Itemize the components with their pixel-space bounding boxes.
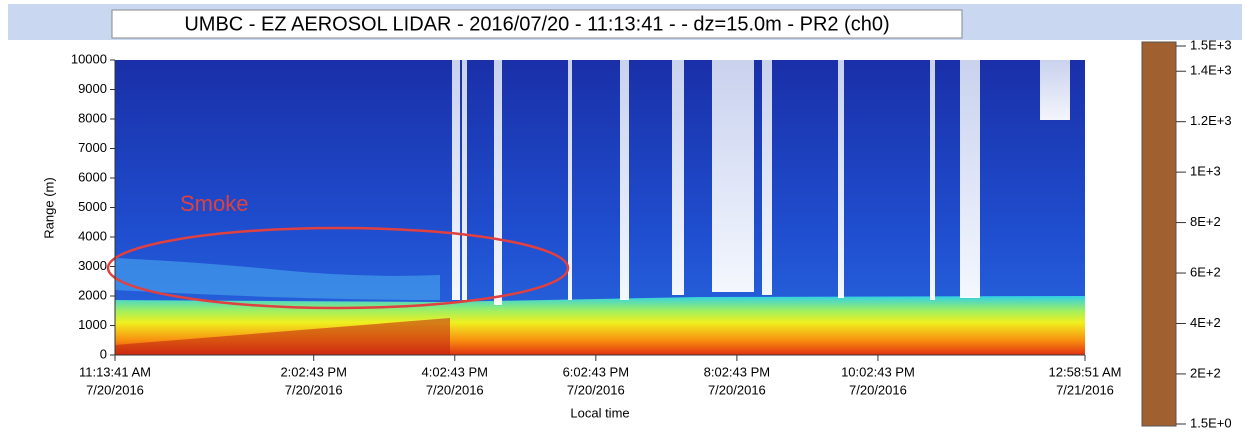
y-tick-label: 3000: [78, 258, 107, 273]
colorbar-tick-label: 8E+2: [1190, 214, 1221, 229]
x-tick-date: 7/20/2016: [285, 382, 343, 397]
x-tick-label: 12:58:51 AM: [1049, 364, 1122, 379]
colorbar-tick-label: 2E+2: [1190, 365, 1221, 380]
annotation: Smoke: [180, 191, 248, 216]
colorbar-tick-label: 1.5E+0: [1190, 415, 1232, 430]
y-axis-label: Range (m): [41, 177, 56, 238]
y-tick-label: 10000: [71, 51, 107, 66]
y-tick-label: 4000: [78, 228, 107, 243]
x-tick-date: 7/20/2016: [426, 382, 484, 397]
y-tick-label: 7000: [78, 140, 107, 155]
x-tick-label: 4:02:43 PM: [422, 364, 489, 379]
colorbar-tick-label: 1.2E+3: [1190, 113, 1232, 128]
x-tick-label: 6:02:43 PM: [563, 364, 630, 379]
colorbar-tick-label: 1E+3: [1190, 164, 1221, 179]
lidar-image: [115, 60, 1085, 355]
y-tick-label: 2000: [78, 287, 107, 302]
x-tick-date: 7/20/2016: [849, 382, 907, 397]
x-tick-label: 11:13:41 AM: [79, 364, 151, 379]
x-tick-label: 8:02:43 PM: [704, 364, 771, 379]
y-tick-label: 0: [100, 346, 107, 361]
colorbar: [1142, 42, 1176, 426]
y-tick-label: 8000: [78, 110, 107, 125]
colorbar-tick-label: 6E+2: [1190, 264, 1221, 279]
colorbar-tick-label: 1.5E+3: [1190, 37, 1232, 52]
x-axis-label: Local time: [570, 405, 629, 420]
x-tick-date: 7/20/2016: [708, 382, 766, 397]
x-tick-date: 7/20/2016: [567, 382, 625, 397]
y-tick-label: 9000: [78, 81, 107, 96]
y-tick-label: 6000: [78, 169, 107, 184]
y-tick-label: 5000: [78, 199, 107, 214]
y-tick-label: 1000: [78, 317, 107, 332]
colorbar-tick-label: 1.4E+3: [1190, 63, 1232, 78]
chart-title: UMBC - EZ AEROSOL LIDAR - 2016/07/20 - 1…: [184, 13, 889, 35]
colorbar-tick-label: 4E+2: [1190, 315, 1221, 330]
x-tick-label: 10:02:43 PM: [841, 364, 915, 379]
x-tick-date: 7/20/2016: [86, 382, 144, 397]
chart: UMBC - EZ AEROSOL LIDAR - 2016/07/20 - 1…: [0, 0, 1250, 432]
x-tick-date: 7/21/2016: [1056, 382, 1114, 397]
x-tick-label: 2:02:43 PM: [280, 364, 347, 379]
